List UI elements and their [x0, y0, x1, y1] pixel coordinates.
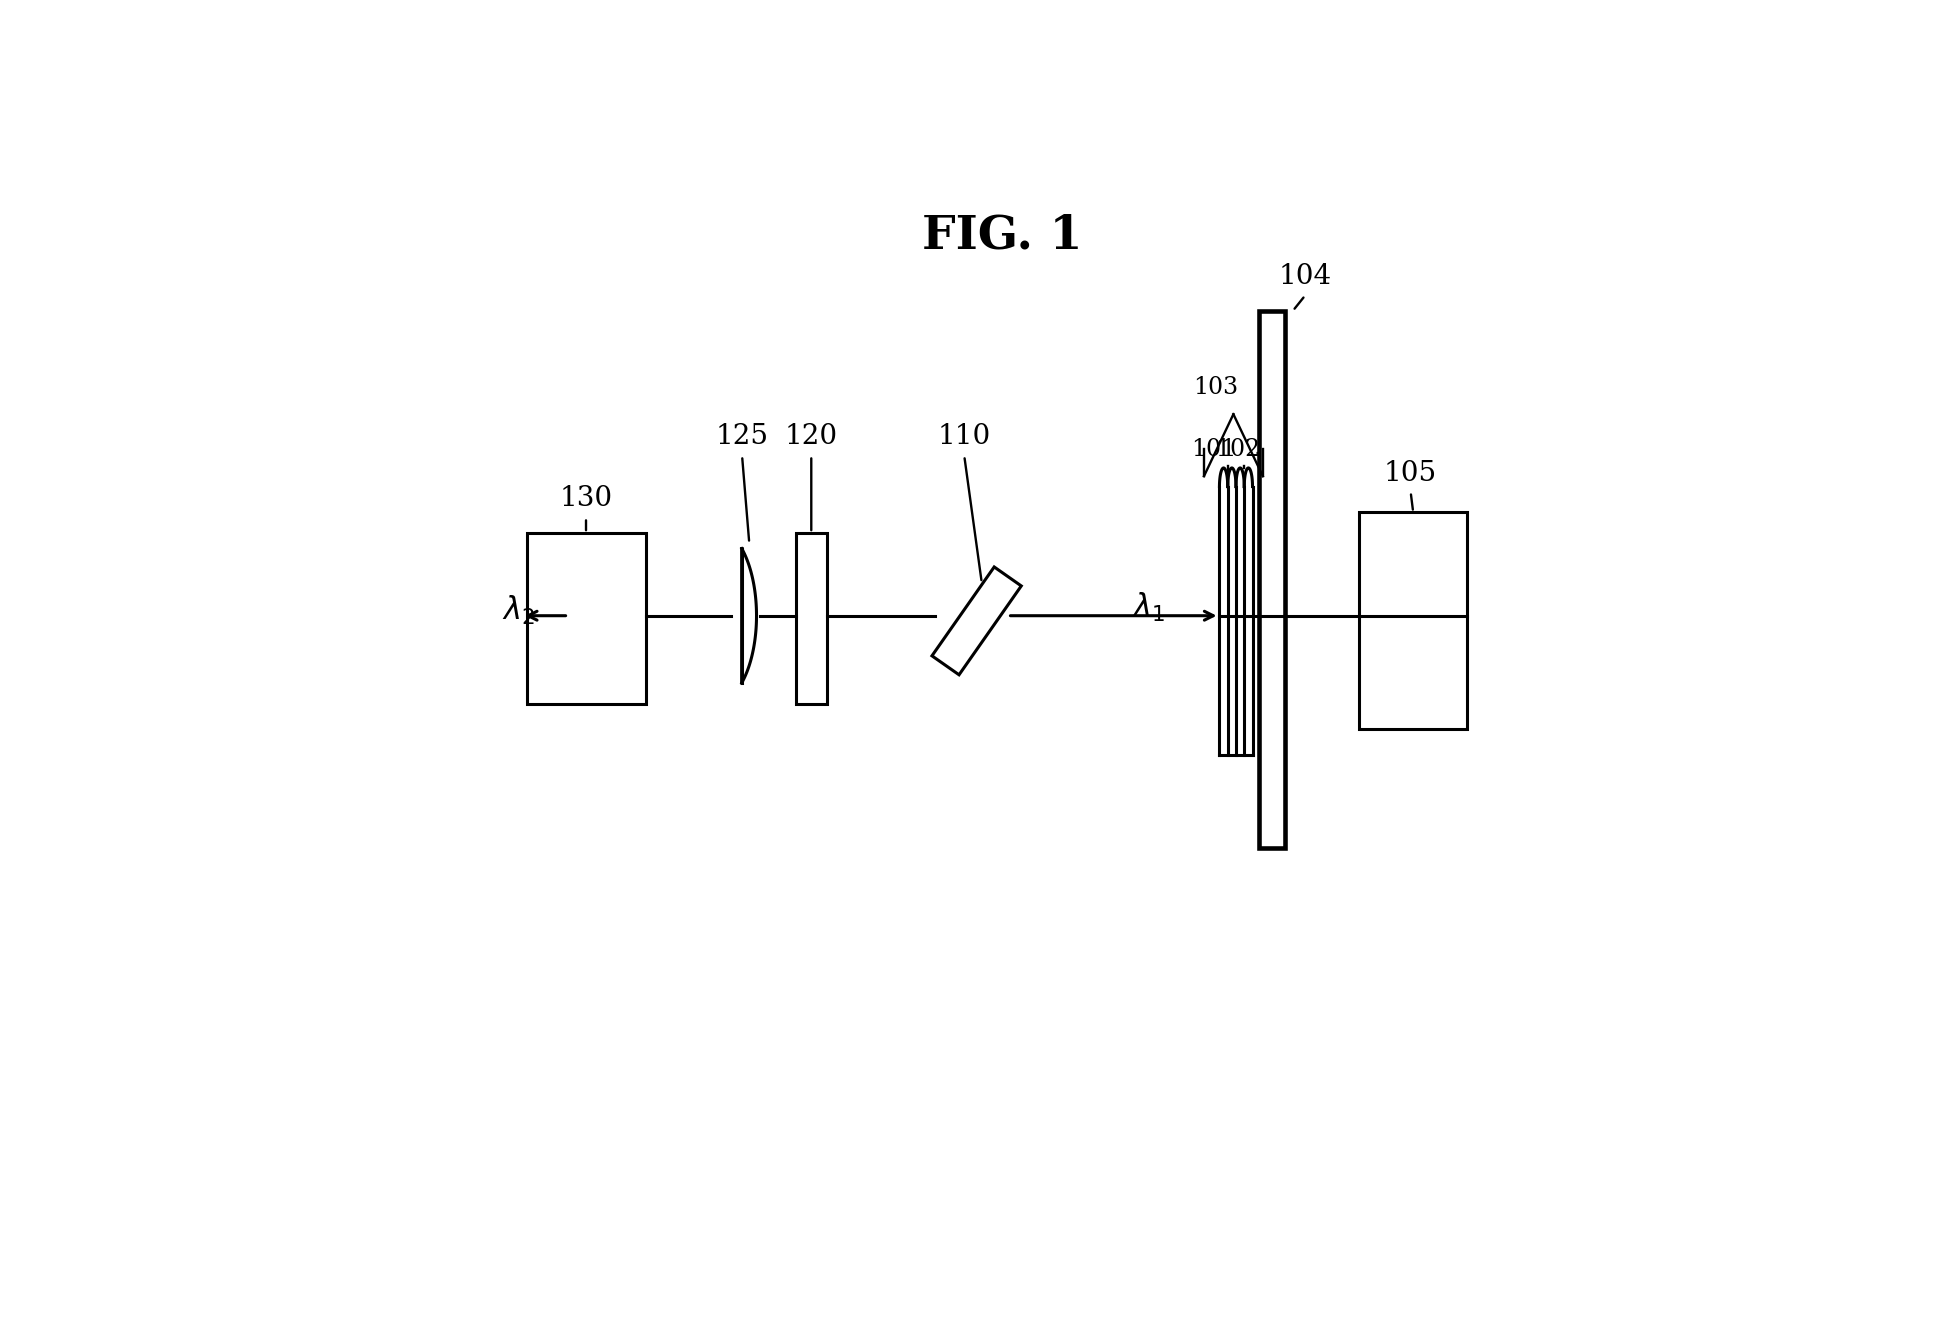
Polygon shape: [931, 566, 1021, 675]
Text: 104: 104: [1279, 263, 1331, 290]
Text: 125: 125: [716, 423, 768, 451]
Text: FIG. 1: FIG. 1: [921, 212, 1083, 259]
Bar: [1259, 311, 1284, 848]
Text: 105: 105: [1384, 459, 1437, 487]
Text: 120: 120: [784, 423, 837, 451]
Bar: [1359, 513, 1466, 730]
Text: $\lambda_1$: $\lambda_1$: [1132, 590, 1163, 624]
Text: $\lambda_2$: $\lambda_2$: [502, 595, 536, 627]
Text: 101: 101: [1191, 437, 1236, 460]
Text: 110: 110: [936, 423, 991, 451]
Text: 103: 103: [1193, 376, 1238, 399]
Text: 102: 102: [1214, 437, 1261, 460]
Bar: [526, 533, 645, 703]
Text: 130: 130: [559, 486, 612, 513]
Bar: [796, 533, 827, 703]
